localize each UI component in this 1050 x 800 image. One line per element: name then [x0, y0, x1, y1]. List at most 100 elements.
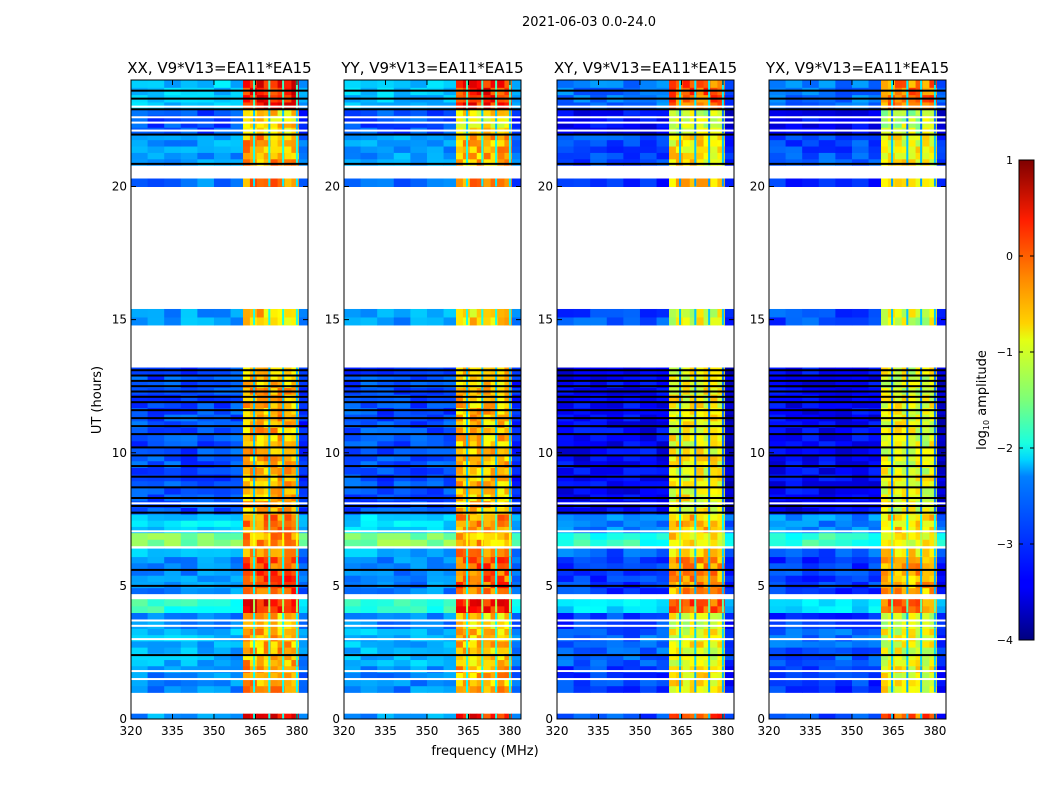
heatmap-cell — [197, 634, 215, 642]
heatmap-cell — [360, 569, 378, 576]
heatmap-cell — [164, 487, 182, 495]
heatmap-cell — [606, 520, 624, 527]
heatmap-cell — [476, 532, 485, 540]
heatmap-cell — [497, 152, 505, 160]
heatmap-cell — [213, 434, 232, 442]
heatmap-cell — [929, 420, 937, 428]
y-tick-label: 0 — [119, 712, 127, 726]
heatmap-cell — [710, 427, 718, 435]
heatmap-cell — [689, 480, 698, 488]
heatmap-cell — [818, 605, 836, 613]
heatmap-cell — [197, 374, 215, 382]
heatmap-cell — [908, 647, 917, 654]
heatmap-cell — [915, 620, 923, 629]
heatmap-cell — [936, 513, 946, 521]
flag-line-black — [557, 454, 734, 457]
heatmap-cell — [769, 581, 787, 589]
heatmap-cell — [298, 507, 308, 515]
heatmap-cell — [656, 158, 670, 166]
heatmap-cell — [894, 659, 903, 667]
heatmap-cell — [682, 146, 691, 153]
heatmap-cell — [243, 427, 251, 435]
heatmap-cell — [180, 672, 198, 680]
heatmap-cell — [703, 556, 711, 564]
heatmap-cell — [818, 513, 836, 521]
heatmap-cell — [147, 427, 165, 435]
heatmap-cell — [915, 581, 923, 589]
flag-line-black — [344, 369, 521, 372]
heatmap-cell — [504, 581, 512, 589]
heatmap-cell — [769, 520, 787, 527]
heatmap-cell — [606, 679, 624, 687]
heatmap-cell — [901, 467, 910, 475]
heatmap-cell — [410, 605, 428, 613]
heatmap-cell — [573, 420, 591, 428]
heatmap-cell — [164, 628, 182, 636]
heatmap-cell — [901, 659, 910, 667]
heatmap-cell — [456, 427, 464, 435]
heatmap-cell — [270, 316, 279, 326]
heatmap-cell — [623, 640, 641, 648]
heatmap-cell — [164, 620, 182, 629]
heatmap-cell — [901, 487, 910, 495]
heatmap-cell — [277, 146, 285, 153]
heatmap-cell — [936, 308, 946, 318]
heatmap-cell — [298, 575, 308, 582]
heatmap-cell — [785, 440, 803, 448]
flag-line-white — [557, 624, 734, 627]
heatmap-cell — [656, 374, 670, 382]
heatmap-cell — [557, 139, 575, 147]
heatmap-cell — [703, 440, 711, 448]
flag-line-black — [557, 379, 734, 382]
heatmap-cell — [213, 562, 232, 570]
heatmap-cell — [180, 575, 198, 582]
flag-line-white — [557, 596, 734, 599]
heatmap-cell — [393, 152, 411, 160]
heatmap-cell — [894, 507, 903, 515]
heatmap-cell — [497, 146, 505, 153]
x-tick-label: 380 — [498, 724, 521, 738]
heatmap-cell — [769, 685, 787, 693]
heatmap-cell — [769, 400, 787, 408]
flag-line-white — [344, 596, 521, 599]
heatmap-cell — [769, 480, 787, 488]
heatmap-cell — [669, 526, 677, 534]
heatmap-cell — [410, 539, 428, 547]
heatmap-cell — [393, 513, 411, 521]
heatmap-cell — [901, 532, 910, 540]
heatmap-cell — [377, 152, 395, 160]
heatmap-cell — [623, 562, 641, 570]
x-tick-label: 335 — [799, 724, 822, 738]
flag-line-black — [557, 401, 734, 404]
heatmap-cell — [769, 152, 787, 160]
heatmap-cell — [818, 548, 836, 558]
heatmap-cell — [922, 115, 930, 122]
heatmap-cell — [197, 400, 215, 408]
heatmap-cell — [894, 158, 903, 166]
heatmap-cell — [393, 581, 411, 589]
heatmap-cell — [689, 139, 698, 147]
heatmap-cell — [469, 427, 478, 435]
y-tick-label: 15 — [112, 313, 127, 327]
heatmap-cell — [802, 539, 820, 547]
heatmap-cell — [131, 713, 149, 720]
flag-line-black — [344, 511, 521, 514]
heatmap-cell — [557, 308, 575, 318]
heatmap-cell — [922, 634, 930, 642]
heatmap-cell — [256, 480, 265, 488]
heatmap-cell — [497, 520, 505, 527]
heatmap-cell — [410, 599, 428, 607]
heatmap-cell — [164, 146, 182, 153]
heatmap-cell — [298, 447, 308, 455]
heatmap-cell — [291, 467, 299, 475]
heatmap-cell — [393, 440, 411, 448]
heatmap-cell — [476, 308, 485, 318]
heatmap-cell — [263, 454, 272, 462]
flag-line-black — [557, 446, 734, 449]
heatmap-cell — [785, 460, 803, 468]
heatmap-cell — [483, 374, 492, 382]
heatmap-cell — [703, 640, 711, 648]
heatmap-cell — [929, 480, 937, 488]
heatmap-cell — [929, 400, 937, 408]
rfi-stripe — [495, 133, 498, 166]
